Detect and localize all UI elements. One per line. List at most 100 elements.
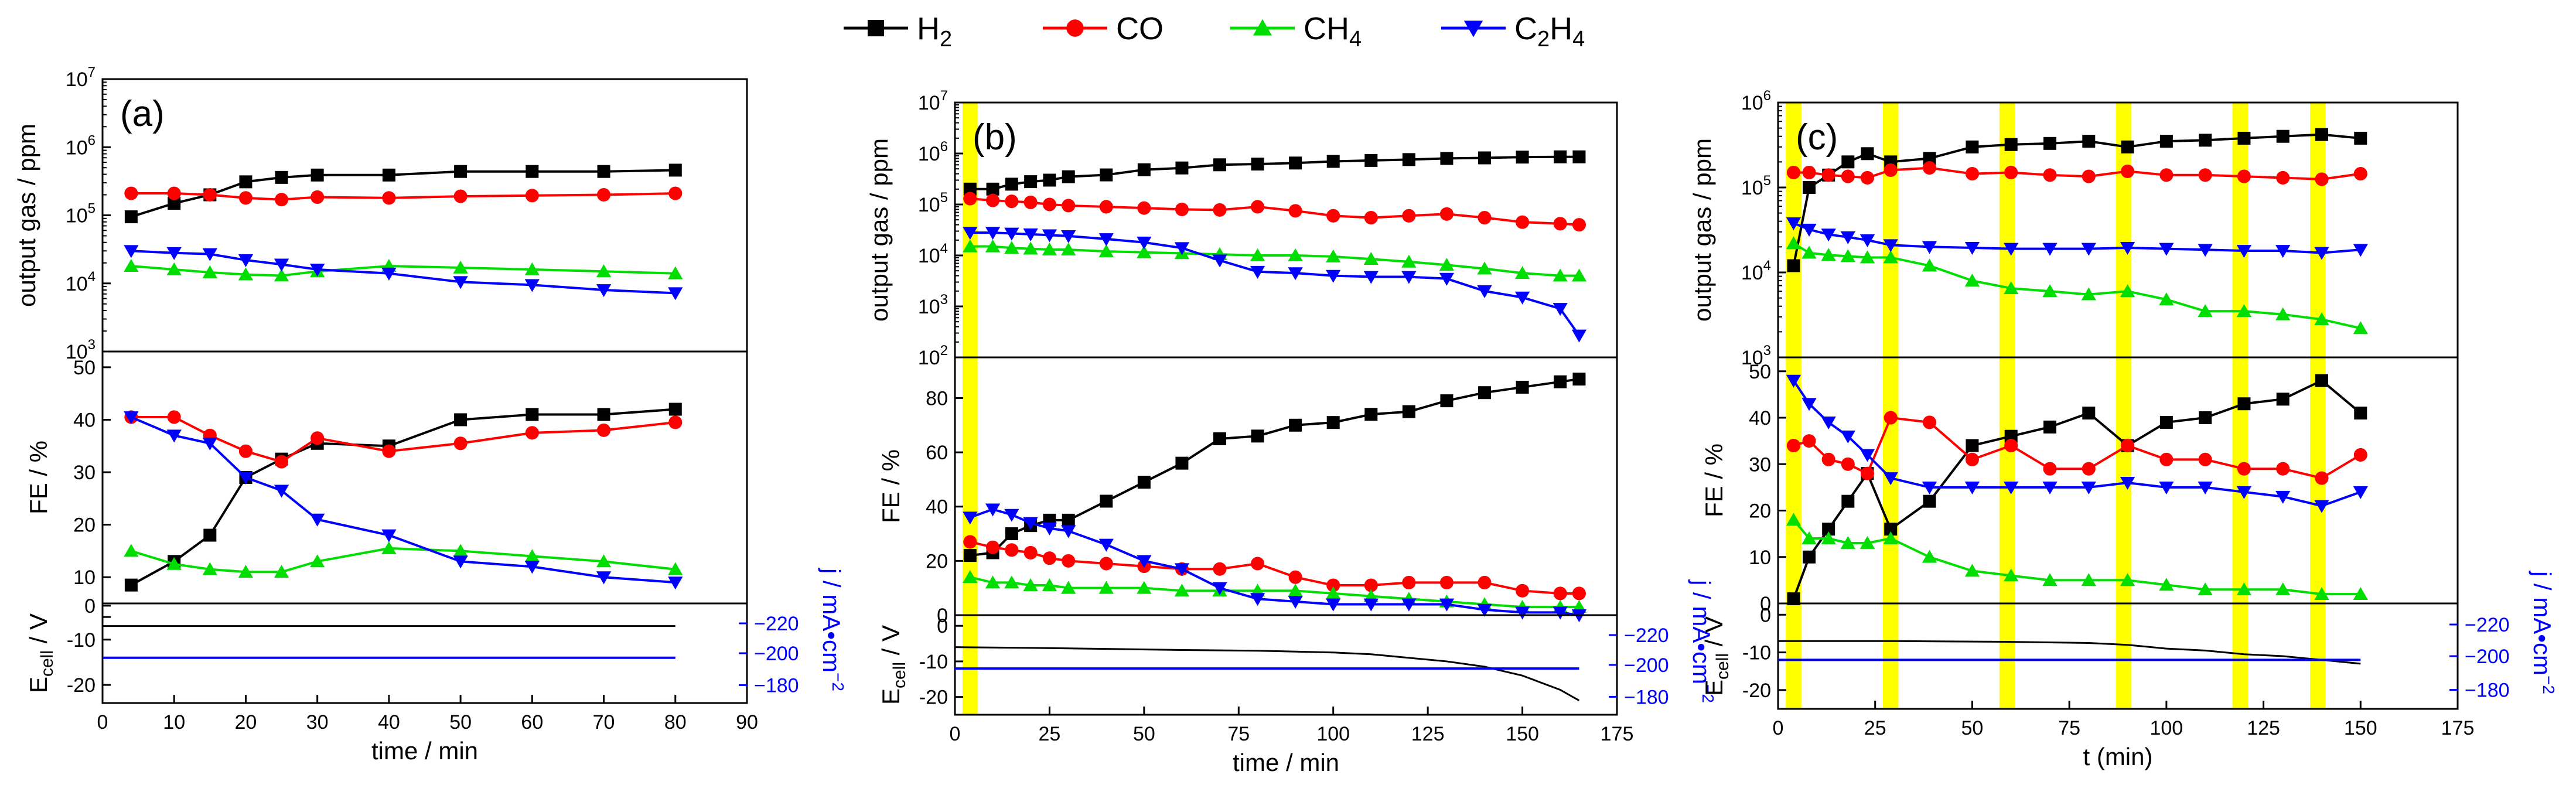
data-point — [1966, 439, 1979, 452]
data-point — [668, 415, 683, 429]
legend: H2 CO CH4 C2H4 — [844, 11, 1585, 52]
x-tick-label: 100 — [1316, 723, 1350, 745]
data-point — [274, 268, 289, 282]
data-point — [525, 189, 539, 203]
x-tick-label: 10 — [163, 711, 185, 733]
data-point — [596, 554, 612, 568]
data-point — [1477, 603, 1492, 617]
y-tick-exp: 4 — [1763, 258, 1771, 274]
data-point — [1402, 209, 1416, 223]
data-point — [382, 168, 395, 182]
data-point — [963, 227, 978, 240]
panel-label: (a) — [120, 94, 165, 134]
ecell-line — [954, 646, 1580, 702]
y-tick-label: 0 — [1760, 604, 1771, 626]
data-point — [2081, 287, 2096, 301]
data-point — [2082, 407, 2096, 420]
data-point — [2120, 477, 2135, 490]
highlight-band — [1786, 103, 1802, 709]
data-point — [1061, 525, 1076, 538]
x-tick-label: 125 — [1411, 723, 1445, 745]
y-tick-exp: 3 — [1763, 343, 1771, 359]
legend-label: CH4 — [1304, 11, 1362, 52]
data-point — [1099, 200, 1113, 214]
data-point — [1821, 248, 1836, 261]
data-point — [2042, 573, 2058, 586]
x-tick-label: 25 — [1864, 717, 1886, 739]
cell-voltage-plot: -20 -10 0 — [1742, 602, 2459, 710]
data-point — [596, 264, 612, 278]
data-point — [1137, 476, 1151, 489]
data-point — [2043, 462, 2057, 476]
data-point — [1023, 228, 1038, 241]
data-point — [1251, 557, 1265, 571]
data-point — [963, 239, 978, 253]
data-point — [2082, 169, 2096, 183]
data-point — [1477, 261, 1492, 275]
data-point — [1402, 575, 1416, 589]
y-tick-label: 102 — [918, 343, 948, 369]
y-tick-label: 0 — [84, 595, 95, 617]
data-point — [1821, 168, 1835, 182]
data-point — [1042, 229, 1057, 243]
data-point — [2159, 415, 2173, 429]
data-point — [168, 197, 181, 210]
data-point — [1553, 217, 1567, 231]
data-point — [238, 191, 253, 205]
series-c2h4 — [1786, 374, 2368, 513]
y-tick-label: 40 — [1749, 407, 1771, 429]
data-point — [1478, 211, 1492, 225]
data-point — [1787, 259, 1800, 272]
data-point — [1175, 202, 1189, 216]
data-point — [1439, 575, 1454, 589]
data-point — [1821, 228, 1836, 242]
faradaic-efficiency-plot: 10 20 30 40 50 — [73, 350, 748, 605]
data-point — [2043, 137, 2056, 150]
data-point — [1363, 271, 1379, 284]
data-point — [1288, 570, 1302, 584]
data-point — [1402, 405, 1415, 418]
data-point — [2315, 471, 2329, 485]
data-point — [166, 247, 182, 260]
data-point — [2082, 135, 2096, 148]
data-point — [1571, 329, 1587, 343]
data-point — [596, 284, 612, 298]
data-point — [1439, 258, 1455, 271]
y-axis-title-ecell: Ecell / V — [877, 625, 909, 705]
data-point — [597, 408, 610, 421]
y-tick-base: 10 — [918, 296, 940, 318]
data-point — [453, 436, 468, 451]
x-tick-label: 70 — [593, 711, 615, 733]
y-axis-title-ecell-sub: cell — [37, 650, 57, 677]
data-point — [1572, 586, 1586, 600]
series-h2 — [1787, 374, 2367, 606]
series-c2h4 — [1786, 217, 2368, 260]
data-point — [453, 544, 468, 557]
data-point — [1005, 195, 1019, 209]
data-point — [1401, 271, 1417, 284]
series-line — [1793, 416, 2362, 480]
y-tick-exp: 3 — [940, 292, 948, 308]
data-point — [1004, 509, 1019, 522]
right-axis-title-text: j / mA•cm — [818, 567, 845, 673]
data-point — [963, 182, 977, 196]
data-point — [524, 549, 540, 562]
data-point — [381, 529, 397, 542]
data-point — [668, 163, 682, 177]
y-tick-exp: 4 — [88, 269, 95, 285]
data-point — [2042, 284, 2058, 298]
series-line — [1793, 242, 2361, 330]
y-tick-base: 10 — [66, 205, 88, 227]
data-point — [1439, 598, 1455, 612]
data-point — [1922, 161, 1937, 175]
series-line — [1792, 379, 2362, 599]
data-point — [963, 549, 977, 562]
right-tick-label: −200 — [754, 643, 799, 665]
data-point — [2276, 170, 2290, 185]
data-point — [2198, 304, 2213, 318]
data-point — [1364, 153, 1378, 167]
y-tick-base: 10 — [66, 341, 88, 363]
data-point — [1212, 254, 1227, 268]
